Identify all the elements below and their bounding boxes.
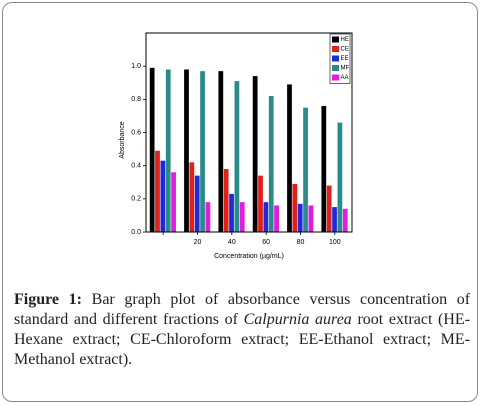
legend-label: CE bbox=[341, 47, 349, 53]
bar bbox=[205, 202, 211, 232]
bar bbox=[337, 122, 343, 232]
y-tick-label: 0.6 bbox=[131, 129, 141, 136]
x-tick-label: 100 bbox=[329, 239, 341, 246]
y-axis-label: Absorbance bbox=[119, 121, 126, 158]
x-tick-label: 20 bbox=[194, 239, 202, 246]
y-tick-label: 1.0 bbox=[131, 63, 141, 70]
bar bbox=[321, 105, 327, 232]
y-tick-label: 0.2 bbox=[131, 196, 141, 203]
plot-frame bbox=[145, 32, 353, 233]
bar bbox=[332, 207, 337, 232]
figure-frame bbox=[2, 2, 478, 402]
legend-label: EE bbox=[341, 56, 349, 62]
caption-species: Calpurnia aurea bbox=[243, 311, 352, 328]
bar bbox=[308, 205, 314, 232]
caption: Figure 1: Bar graph plot of absorbance v… bbox=[14, 290, 470, 370]
bar bbox=[326, 185, 332, 232]
bar bbox=[234, 81, 240, 232]
bar bbox=[268, 96, 274, 233]
legend-swatch bbox=[332, 65, 339, 71]
caption-label: Figure 1: bbox=[14, 291, 82, 308]
x-tick-label: 60 bbox=[262, 239, 270, 246]
legend-label: MF bbox=[341, 66, 350, 72]
legend-swatch bbox=[332, 55, 339, 62]
bar bbox=[274, 205, 279, 232]
y-tick-label: 0.0 bbox=[131, 229, 141, 236]
chart: Absorbance Concentration (µg/mL) 0.0 0.2 0… bbox=[119, 32, 353, 260]
legend-swatch bbox=[332, 36, 339, 43]
bar bbox=[263, 202, 269, 232]
x-tick-label: 80 bbox=[297, 239, 305, 246]
caption-text: Bar graph plot of absorbance versus conc… bbox=[14, 291, 471, 328]
bar bbox=[149, 67, 155, 232]
bar bbox=[189, 162, 195, 232]
bar bbox=[184, 69, 189, 232]
legend-label: AA bbox=[341, 75, 349, 81]
bar bbox=[171, 172, 176, 232]
bar bbox=[218, 71, 224, 233]
legend-swatch bbox=[332, 74, 339, 81]
x-axis-label: Concentration (µg/mL) bbox=[214, 253, 284, 260]
y-tick-label: 0.8 bbox=[131, 96, 141, 103]
bar bbox=[155, 150, 160, 232]
x-tick-label: 40 bbox=[228, 239, 236, 246]
bar bbox=[258, 175, 263, 232]
bar bbox=[252, 76, 258, 232]
bar bbox=[239, 202, 245, 232]
bar bbox=[165, 69, 171, 232]
bar bbox=[303, 107, 308, 232]
bar bbox=[194, 175, 200, 232]
legend-label: HE bbox=[341, 37, 349, 43]
bar bbox=[223, 168, 229, 232]
bar bbox=[287, 84, 292, 233]
bar bbox=[200, 71, 205, 233]
bar bbox=[342, 208, 348, 232]
legend-swatch bbox=[332, 46, 339, 52]
bar bbox=[160, 160, 166, 232]
caption-text: root extract (HE-Hexane extract; CE-Chlo… bbox=[14, 311, 471, 368]
bar bbox=[297, 203, 303, 232]
bar bbox=[292, 183, 298, 232]
y-tick-label: 0.4 bbox=[131, 163, 141, 170]
bar bbox=[229, 193, 234, 232]
